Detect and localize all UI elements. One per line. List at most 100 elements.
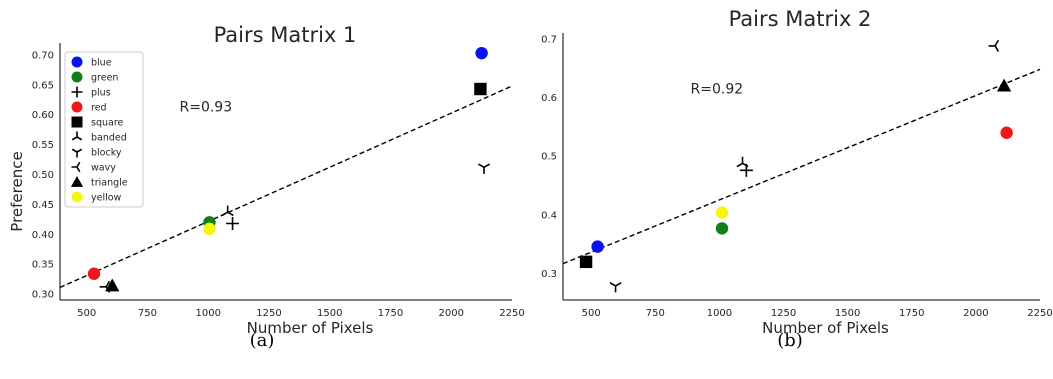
- y-tick-label: 0.45: [32, 200, 54, 211]
- legend-label-banded: banded: [91, 133, 127, 144]
- x-tick-label: 1500: [835, 308, 860, 319]
- data-point-yellow: [715, 206, 729, 219]
- chart-pairs-matrix-2: Pairs Matrix 2 500 750 1000 1250 1500 1750 2000…: [541, 7, 1053, 337]
- correlation-annotation: R=0.92: [691, 81, 744, 97]
- legend-marker-yellow: [71, 191, 83, 203]
- data-point-plus: [226, 216, 240, 230]
- legend-marker-triangle-shape: [70, 175, 84, 187]
- y-tick-label: 0.3: [541, 269, 557, 280]
- y-axis-label: Preference: [8, 151, 26, 231]
- data-point-blue: [591, 240, 604, 253]
- data-point-plus-shape: [739, 163, 753, 177]
- legend-marker-blue: [71, 56, 83, 68]
- legend-label-green: green: [91, 73, 118, 84]
- x-axis-label: Number of Pixels: [762, 319, 889, 337]
- legend-marker-triangle: [70, 175, 84, 187]
- data-point-square-shape: [474, 82, 487, 96]
- x-tick-label: 1000: [707, 308, 732, 319]
- data-point-blue-shape: [591, 240, 604, 253]
- data-point-wavy-shape: [988, 39, 1000, 52]
- data-point-blocky-shape: [478, 163, 491, 174]
- y-tick-label: 0.55: [32, 140, 54, 151]
- data-point-yellow: [203, 222, 216, 236]
- chart-title: Pairs Matrix 2: [729, 7, 872, 31]
- chart-title: Pairs Matrix 1: [214, 23, 357, 47]
- legend-marker-plus-shape: [71, 86, 83, 98]
- y-tick-label: 0.65: [32, 80, 54, 91]
- y-tick-label: 0.7: [541, 34, 557, 45]
- legend-marker-blocky: [71, 148, 83, 158]
- data-point-wavy: [988, 39, 1000, 52]
- legend-marker-square: [71, 116, 83, 128]
- x-tick-label: 2000: [439, 308, 464, 319]
- data-point-yellow-shape: [203, 222, 216, 236]
- y-tick-label: 0.70: [32, 50, 54, 61]
- legend-label-yellow: yellow: [91, 193, 122, 204]
- legend-marker-plus: [71, 86, 83, 98]
- data-point-banded: [221, 205, 234, 217]
- data-point-plus: [739, 163, 753, 177]
- legend-marker-banded-shape: [71, 131, 83, 141]
- x-tick-label: 1250: [771, 308, 796, 319]
- x-tick-label: 1250: [256, 308, 281, 319]
- legend-marker-red: [71, 101, 83, 113]
- y-tick-label: 0.50: [32, 170, 54, 181]
- data-point-blue: [475, 46, 488, 60]
- x-tick-label: 2250: [1027, 308, 1052, 319]
- data-point-square: [579, 255, 593, 269]
- y-tick-label: 0.40: [32, 230, 54, 241]
- data-point-blocky: [609, 281, 622, 293]
- legend-label-square: square: [91, 118, 124, 129]
- legend-marker-green-shape: [71, 71, 83, 83]
- y-tick-label: 0.60: [32, 110, 54, 121]
- x-tick-label: 500: [582, 308, 601, 319]
- data-point-triangle-shape: [996, 78, 1012, 92]
- x-tick-label: 1750: [899, 308, 924, 319]
- legend: blue green plus red square banded blocky wavy tr…: [64, 51, 144, 208]
- data-point-red-shape: [1000, 126, 1013, 139]
- legend-marker-blocky-shape: [71, 148, 83, 158]
- legend-marker-wavy-shape: [71, 161, 81, 173]
- data-point-green-shape: [715, 222, 729, 235]
- data-point-square-shape: [579, 255, 593, 269]
- data-point-red: [1000, 126, 1013, 139]
- data-point-banded: [736, 156, 749, 168]
- regression-line: [59, 85, 513, 289]
- x-axis-label: Number of Pixels: [247, 319, 374, 337]
- legend-frame: [64, 51, 144, 208]
- legend-label-triangle: triangle: [91, 178, 128, 189]
- data-point-yellow-shape: [715, 206, 729, 219]
- data-point-green: [715, 222, 729, 235]
- x-tick-label: 750: [646, 308, 665, 319]
- legend-marker-square-shape: [71, 116, 83, 128]
- data-point-triangle-shape: [105, 278, 120, 292]
- data-point-blue-shape: [475, 46, 488, 60]
- legend-label-red: red: [91, 103, 107, 114]
- x-tick-label: 2000: [963, 308, 988, 319]
- legend-marker-wavy: [71, 161, 81, 173]
- caption-a: (a): [250, 330, 275, 351]
- data-point-banded-shape: [221, 205, 234, 217]
- data-point-banded-shape: [736, 156, 749, 168]
- x-tick-label: 1000: [196, 308, 221, 319]
- data-point-plus-shape: [226, 216, 240, 230]
- x-tick-label: 1750: [378, 308, 403, 319]
- data-point-triangle: [996, 78, 1012, 92]
- legend-label-blue: blue: [91, 58, 112, 69]
- correlation-annotation: R=0.93: [179, 100, 232, 116]
- legend-label-wavy: wavy: [91, 163, 116, 174]
- x-tick-label: 750: [138, 308, 157, 319]
- regression-line: [562, 68, 1041, 265]
- legend-marker-green: [71, 71, 83, 83]
- legend-label-plus: plus: [91, 88, 111, 99]
- data-point-red: [87, 267, 101, 280]
- data-point-triangle: [105, 278, 120, 292]
- y-tick-label: 0.5: [541, 152, 557, 163]
- caption-b: (b): [777, 330, 803, 351]
- x-tick-label: 2250: [499, 308, 524, 319]
- y-tick-label: 0.4: [541, 210, 557, 221]
- data-point-blocky: [478, 163, 491, 174]
- legend-label-blocky: blocky: [91, 148, 122, 159]
- legend-marker-banded: [71, 131, 83, 141]
- data-point-blocky-shape: [609, 281, 622, 293]
